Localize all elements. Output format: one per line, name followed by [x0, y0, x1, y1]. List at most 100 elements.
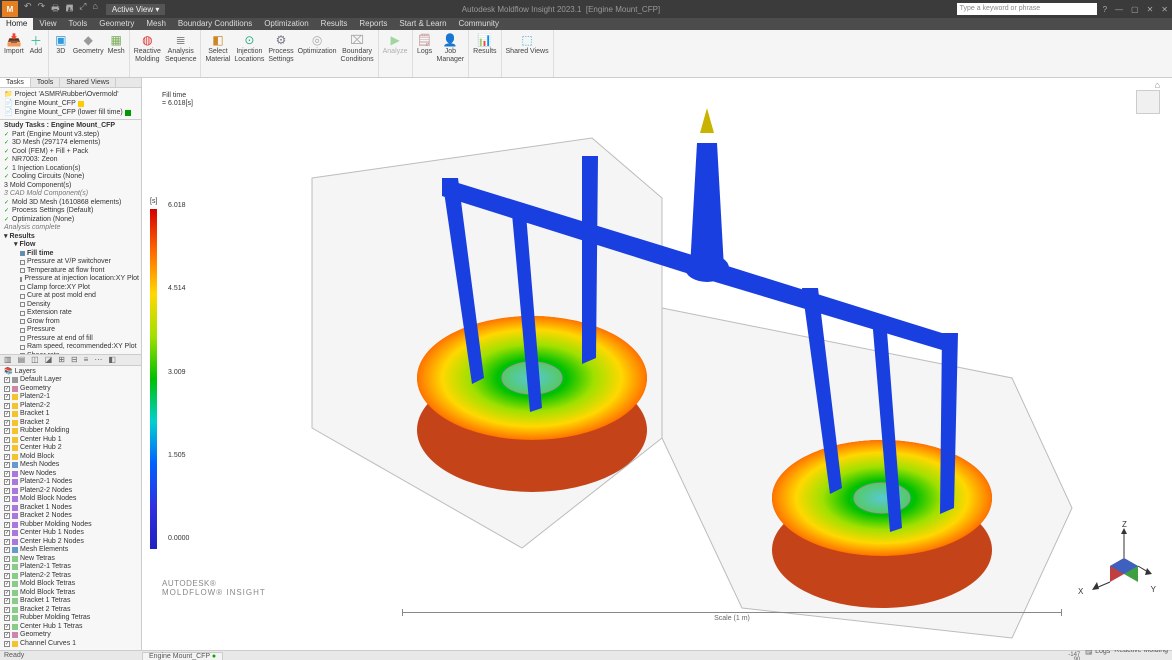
ribbon-boundary-button[interactable]: ⌧BoundaryConditions	[341, 32, 374, 63]
ribbon-reactive-button[interactable]: ◍ReactiveMolding	[134, 32, 161, 63]
layer-row[interactable]: ✓Platen2-1 Tetras	[4, 563, 139, 572]
ribbon-shared-views-button[interactable]: ⬚Shared Views	[506, 32, 549, 56]
task-row[interactable]: ▾ Results	[4, 233, 139, 242]
task-row[interactable]: Pressure at V/P switchover	[4, 258, 139, 267]
ribbon-geometry-button[interactable]: ◆Geometry	[73, 32, 104, 56]
task-row[interactable]: ✓Part (Engine Mount v3.step)	[4, 131, 139, 140]
layer-row[interactable]: ✓New Tetras	[4, 555, 139, 564]
ribbon-tab-reports[interactable]: Reports	[353, 18, 393, 30]
layer-row[interactable]: ✓New Nodes	[4, 470, 139, 479]
search-input[interactable]: Type a keyword or phrase	[957, 3, 1097, 15]
task-row[interactable]: ✓Optimization (None)	[4, 216, 139, 225]
layer-tool-4[interactable]: ⊞	[58, 355, 65, 364]
ribbon-tab-geometry[interactable]: Geometry	[93, 18, 140, 30]
layer-row[interactable]: ✓Center Hub 1 Tetras	[4, 623, 139, 632]
layer-row[interactable]: ✓Center Hub 2	[4, 444, 139, 453]
layer-tool-8[interactable]: ◧	[108, 355, 116, 364]
window-minimize-icon[interactable]: —	[1115, 5, 1123, 14]
layer-row[interactable]: ✓Bracket 1 Tetras	[4, 597, 139, 606]
ribbon-tab-home[interactable]: Home	[0, 18, 33, 30]
task-row[interactable]: 3 CAD Mold Component(s)	[4, 190, 139, 199]
task-row[interactable]: ✓Cooling Circuits (None)	[4, 173, 139, 182]
layer-row[interactable]: ✓Center Hub 1	[4, 436, 139, 445]
task-row[interactable]: ▾ Flow	[4, 241, 139, 250]
task-row[interactable]: Extension rate	[4, 309, 139, 318]
task-row[interactable]: Cure at post mold end	[4, 292, 139, 301]
layer-row[interactable]: ✓Mesh Elements	[4, 546, 139, 555]
task-row[interactable]: 3 Mold Component(s)	[4, 182, 139, 191]
layer-tool-6[interactable]: ≡	[84, 355, 89, 364]
layer-tool-1[interactable]: ▤	[18, 355, 26, 364]
layer-row[interactable]: ✓Platen2-2 Nodes	[4, 487, 139, 496]
layer-row[interactable]: ✓Mold Block Nodes	[4, 495, 139, 504]
layer-tool-3[interactable]: ◪	[45, 355, 53, 364]
task-row[interactable]: ✓Cool (FEM) + Fill + Pack	[4, 148, 139, 157]
layer-row[interactable]: ✓Bracket 2 Tetras	[4, 606, 139, 615]
viewport-3d[interactable]: ⌂ Fill time = 6.018[s] [s] 6.0184.5143.0…	[142, 78, 1172, 650]
layer-row[interactable]: ✓Bracket 1 Nodes	[4, 504, 139, 513]
layer-tool-2[interactable]: ◫	[31, 355, 39, 364]
task-row[interactable]: Clamp force:XY Plot	[4, 284, 139, 293]
layer-row[interactable]: ✓Mold Block	[4, 453, 139, 462]
ribbon-tab-mesh[interactable]: Mesh	[140, 18, 172, 30]
document-tab[interactable]: Engine Mount_CFP ●	[142, 652, 223, 660]
task-row[interactable]: Pressure	[4, 326, 139, 335]
layer-row[interactable]: ✓Geometry	[4, 631, 139, 640]
task-row[interactable]: ✓Mold 3D Mesh (1610868 elements)	[4, 199, 139, 208]
panel-tab-shared-views[interactable]: Shared Views	[60, 78, 116, 87]
qat-button-2[interactable]: 🖶	[51, 1, 60, 17]
task-row[interactable]: Temperature at flow front	[4, 267, 139, 276]
ribbon-tab-start-learn[interactable]: Start & Learn	[393, 18, 452, 30]
qat-button-5[interactable]: ⌂	[92, 1, 97, 17]
layer-tool-5[interactable]: ⊟	[71, 355, 78, 364]
project-item[interactable]: 📄 Engine Mount_CFP (lower fill time)	[2, 108, 139, 117]
layer-row[interactable]: ✓Rubber Molding Tetras	[4, 614, 139, 623]
ribbon-logs-button[interactable]: 🗒Logs	[417, 32, 433, 63]
ribbon-tab-view[interactable]: View	[33, 18, 62, 30]
ribbon-tab-results[interactable]: Results	[315, 18, 354, 30]
task-row[interactable]: ✓Process Settings (Default)	[4, 207, 139, 216]
layer-row[interactable]: ✓Rubber Molding Nodes	[4, 521, 139, 530]
task-row[interactable]: Pressure at injection location:XY Plot	[4, 275, 139, 284]
layer-row[interactable]: ✓Platen2-2	[4, 402, 139, 411]
task-row[interactable]: ✓NR7003: Zeon	[4, 156, 139, 165]
ribbon-results-button[interactable]: 📊Results	[473, 32, 496, 56]
window-close-doc-icon[interactable]: ✕	[1147, 5, 1154, 14]
layer-row[interactable]: ✓Bracket 1	[4, 410, 139, 419]
task-row[interactable]: Analysis complete	[4, 224, 139, 233]
panel-tab-tools[interactable]: Tools	[31, 78, 60, 87]
layer-row[interactable]: ✓Bracket 2	[4, 419, 139, 428]
ribbon-optimization-button[interactable]: ◎Optimization	[298, 32, 337, 63]
ribbon-analyze-button[interactable]: ▶Analyze	[383, 32, 408, 56]
layer-row[interactable]: ✓Platen2-1	[4, 393, 139, 402]
task-row[interactable]: Fill time	[4, 250, 139, 259]
task-row[interactable]: ✓1 Injection Location(s)	[4, 165, 139, 174]
ribbon-mesh-button[interactable]: ▦Mesh	[108, 32, 125, 56]
layer-row[interactable]: ✓Center Hub 1 Nodes	[4, 529, 139, 538]
ribbon-tab-tools[interactable]: Tools	[63, 18, 94, 30]
ribbon-add-button[interactable]: ＋Add	[28, 32, 44, 56]
qat-button-3[interactable]: 🖪	[66, 1, 74, 17]
layer-row[interactable]: ✓Default Layer	[4, 376, 139, 385]
ribbon-select-button[interactable]: ◧SelectMaterial	[205, 32, 230, 63]
layer-row[interactable]: ✓Channel Curves 1	[4, 640, 139, 649]
layer-row[interactable]: ✓Rubber Molding	[4, 427, 139, 436]
ribbon-process-button[interactable]: ⚙ProcessSettings	[268, 32, 293, 63]
ribbon-injection-button[interactable]: ⊙InjectionLocations	[234, 32, 264, 63]
qat-button-0[interactable]: ↶	[24, 1, 32, 17]
ribbon-import-button[interactable]: 📥Import	[4, 32, 24, 56]
layer-row[interactable]: ✓Platen2-2 Tetras	[4, 572, 139, 581]
layer-row[interactable]: ✓Bracket 2 Nodes	[4, 512, 139, 521]
layer-row[interactable]: ✓Geometry	[4, 385, 139, 394]
task-row[interactable]: Ram speed, recommended:XY Plot	[4, 343, 139, 352]
window-restore-icon[interactable]: ▢	[1131, 5, 1139, 14]
active-view-dropdown[interactable]: Active View ▾	[106, 4, 165, 15]
qat-button-1[interactable]: ↷	[38, 1, 46, 17]
ribbon-tab-community[interactable]: Community	[453, 18, 505, 30]
help-icon[interactable]: ?	[1103, 5, 1107, 14]
ribbon--d-button[interactable]: ▣3D	[53, 32, 69, 56]
layer-row[interactable]: ✓Mold Block Tetras	[4, 580, 139, 589]
layer-tool-0[interactable]: ▥	[4, 355, 12, 364]
ribbon-tab-optimization[interactable]: Optimization	[258, 18, 314, 30]
layer-row[interactable]: ✓Center Hub 2 Nodes	[4, 538, 139, 547]
